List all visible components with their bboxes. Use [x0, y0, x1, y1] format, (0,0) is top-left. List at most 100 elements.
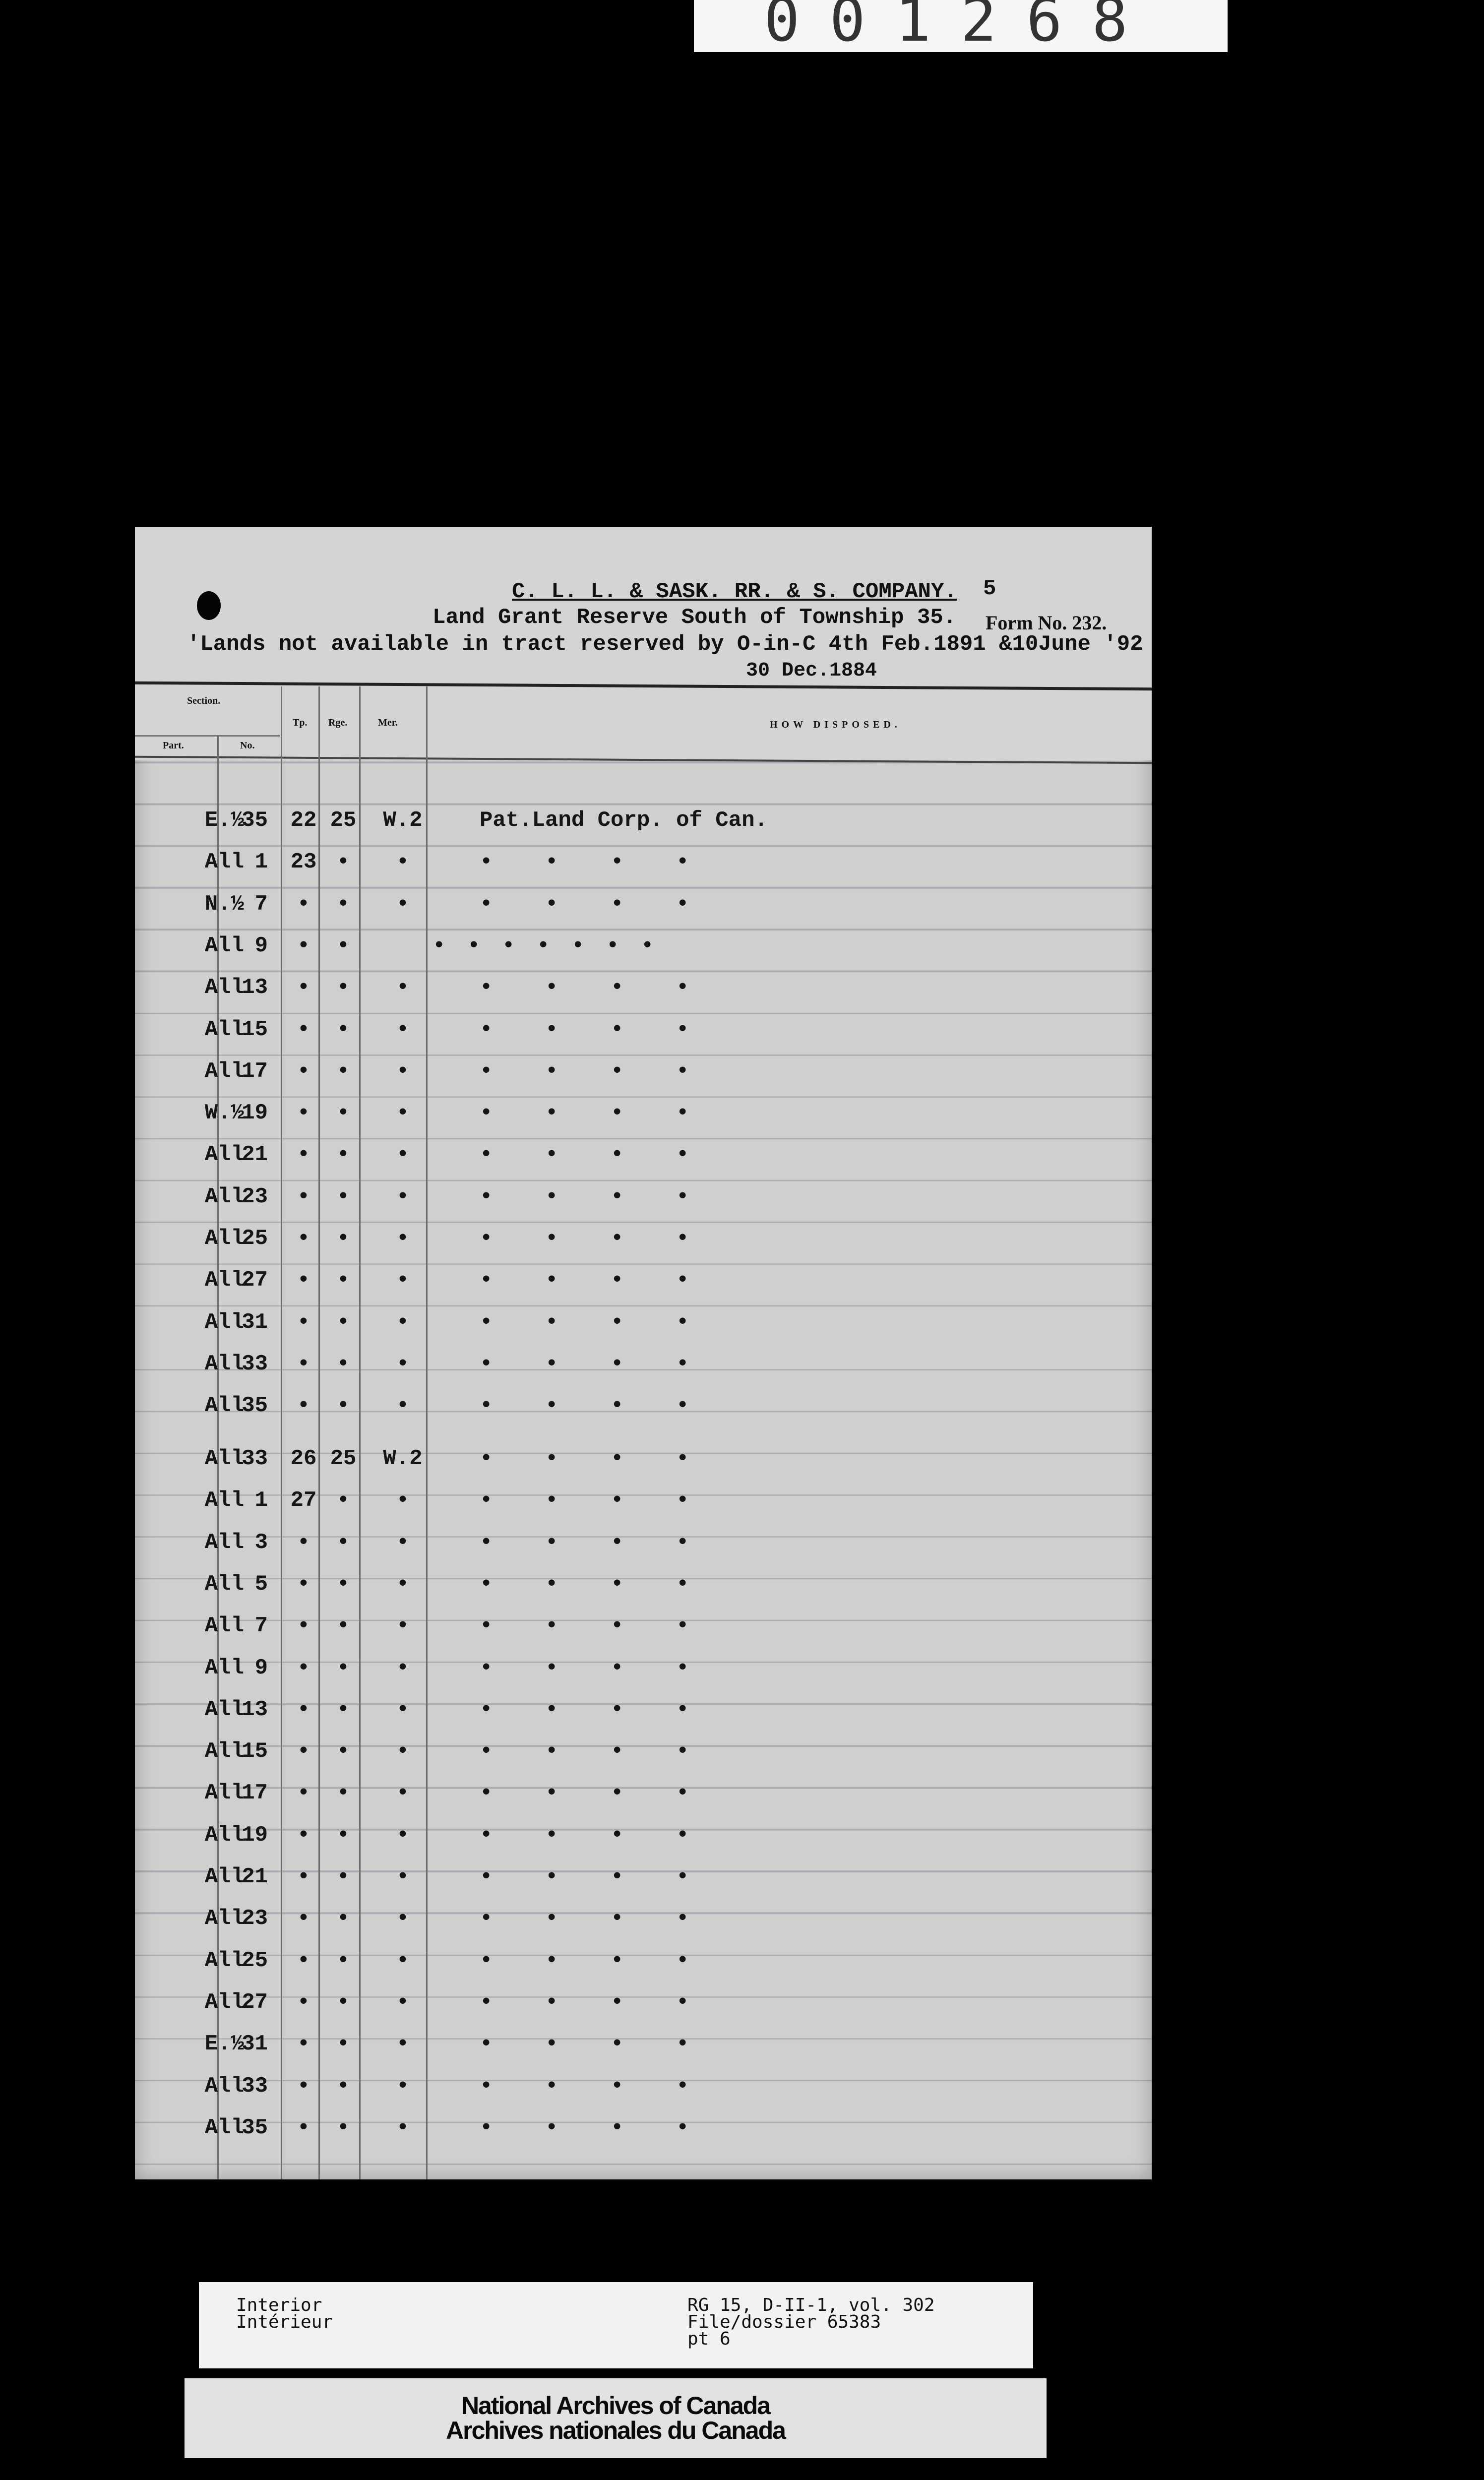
ditto-mark: • — [433, 933, 446, 958]
cell-no: 25 — [242, 1226, 268, 1251]
ditto-mark: • — [480, 1268, 493, 1293]
table-row: E.½ 31 • • • • • • • — [135, 2032, 1152, 2061]
table-row: All 23 • • • • • • • — [135, 1906, 1152, 1936]
ditto-mark: • — [480, 891, 493, 917]
department-fr: Intérieur — [236, 2312, 333, 2332]
cell-no: 5 — [254, 1571, 268, 1597]
ditto-mark: • — [676, 2115, 689, 2140]
ditto-mark: • — [611, 2115, 624, 2140]
cell-part: N.½ — [204, 891, 244, 917]
ditto-mark: • — [676, 1309, 689, 1335]
cell-rge: • — [336, 1351, 350, 1376]
table-row: All 27 • • • • • • • — [135, 1990, 1152, 2020]
table-row: All 35 • • • • • • • — [135, 2115, 1152, 2145]
cell-part: All — [204, 1268, 244, 1293]
cell-rge: • — [336, 1571, 350, 1597]
table-row: All 13 • • • • • • • — [135, 975, 1152, 1005]
cell-tp: 23 — [290, 850, 317, 875]
cell-tp: • — [297, 1184, 310, 1209]
ditto-mark: • — [611, 1226, 624, 1251]
cell-tp: • — [297, 2032, 310, 2057]
ditto-mark: • — [480, 1446, 493, 1471]
ditto-mark: • — [480, 1822, 493, 1848]
cell-part: All — [204, 1058, 244, 1084]
ditto-mark: • — [480, 2115, 493, 2140]
ditto-mark: • — [480, 975, 493, 1000]
cell-rge: • — [336, 2032, 350, 2057]
cell-how-disposed: • • • • — [480, 1739, 742, 1764]
lands-note: 'Lands not available in tract reserved b… — [187, 632, 1143, 657]
table-row: All 5 • • • • • • • — [135, 1572, 1152, 1602]
cell-mer: • — [396, 1781, 410, 1806]
cell-tp: • — [297, 1351, 310, 1376]
cell-how-disposed: • • • • — [480, 892, 742, 917]
ditto-mark: • — [611, 1530, 624, 1555]
cell-how-disposed: • • • • — [480, 1268, 742, 1293]
cell-part: All — [204, 1739, 244, 1764]
ditto-mark: • — [676, 1989, 689, 2015]
cell-no: 21 — [242, 1864, 268, 1889]
cell-mer: • — [396, 1309, 410, 1335]
ditto-mark: • — [676, 2032, 689, 2057]
cell-rge: • — [336, 1309, 350, 1335]
cell-how-disposed: • • • • — [480, 1352, 742, 1376]
cell-mer: • — [396, 1822, 410, 1848]
cell-how-disposed: • • • • • • • — [433, 933, 676, 958]
ditto-mark: • — [545, 2073, 558, 2099]
ditto-mark: • — [611, 2032, 624, 2057]
cell-part: All — [204, 1989, 244, 2015]
cell-how-disposed: • • • • — [480, 1101, 742, 1125]
cell-part: All — [204, 975, 244, 1000]
cell-part: All — [204, 1017, 244, 1042]
cell-tp: • — [297, 1864, 310, 1889]
cell-tp: • — [297, 2115, 310, 2140]
ditto-mark: • — [480, 1488, 493, 1513]
cell-tp: 27 — [290, 1488, 317, 1513]
cell-no: 25 — [242, 1948, 268, 1973]
file-part: pt 6 — [687, 2329, 731, 2349]
cell-no: 21 — [242, 1142, 268, 1168]
cell-tp: • — [297, 1822, 310, 1848]
cell-no: 19 — [242, 1101, 268, 1126]
cell-rge: 25 — [330, 808, 357, 833]
cell-no: 9 — [254, 933, 268, 958]
cell-tp: 22 — [290, 808, 317, 833]
ditto-mark: • — [545, 1864, 558, 1889]
table-row: All 21 • • • • • • • — [135, 1142, 1152, 1172]
cell-rge: • — [336, 850, 350, 875]
ditto-mark: • — [611, 1268, 624, 1293]
cell-rge: • — [336, 1906, 350, 1931]
ditto-mark: • — [676, 1822, 689, 1848]
table-row: All 9 • • • • • • • • • — [135, 933, 1152, 963]
ditto-mark: • — [676, 1948, 689, 1973]
cell-rge: 25 — [330, 1446, 357, 1471]
cell-rge: • — [336, 2115, 350, 2140]
cell-tp: • — [297, 1613, 310, 1639]
cell-no: 19 — [242, 1822, 268, 1848]
ditto-mark: • — [676, 1142, 689, 1168]
ditto-mark: • — [676, 1906, 689, 1931]
cell-tp: • — [297, 1226, 310, 1251]
cell-part: All — [204, 850, 244, 875]
ditto-mark: • — [676, 1864, 689, 1889]
cell-how-disposed: Pat.Land Corp. of Can. — [480, 808, 768, 833]
table-row: N.½ 7 • • • • • • • — [135, 892, 1152, 922]
cell-how-disposed: • • • • — [480, 1572, 742, 1597]
cell-tp: • — [297, 1530, 310, 1555]
cell-no: 17 — [242, 1781, 268, 1806]
cell-no: 3 — [254, 1530, 268, 1555]
ditto-mark: • — [545, 1058, 558, 1084]
table-row: All 35 • • • • • • • — [135, 1393, 1152, 1423]
ditto-mark: • — [545, 1948, 558, 1973]
ditto-mark: • — [571, 933, 585, 958]
ditto-mark: • — [611, 1446, 624, 1471]
cell-no: 17 — [242, 1058, 268, 1084]
cell-rge: • — [336, 891, 350, 917]
ditto-mark: • — [676, 1781, 689, 1806]
table-row: All 33 • • • • • • • — [135, 1352, 1152, 1381]
cell-part: W.½ — [204, 1101, 244, 1126]
cell-part: All — [204, 1906, 244, 1931]
cell-no: 33 — [242, 1446, 268, 1471]
table-row: All 33 • • • • • • • — [135, 2074, 1152, 2104]
cell-part: All — [204, 1948, 244, 1973]
